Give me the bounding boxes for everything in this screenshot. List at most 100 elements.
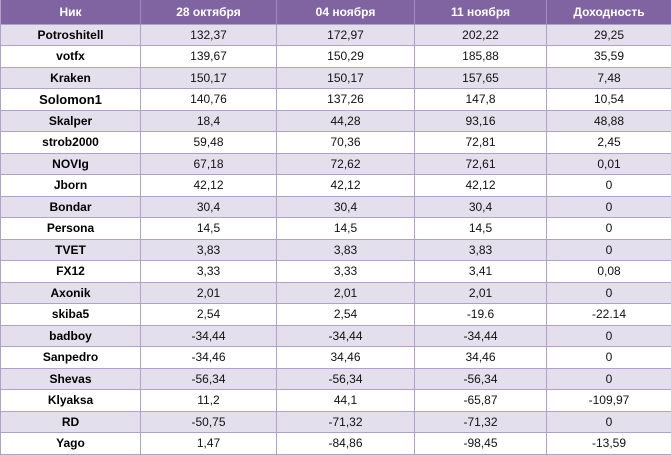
nick-cell: Jborn <box>1 175 141 197</box>
value-oct-28-cell: 14,5 <box>141 218 277 240</box>
yield-cell: 0 <box>547 196 671 218</box>
yield-cell: -22.14 <box>547 304 671 326</box>
value-nov-11-cell: 185,88 <box>415 46 547 68</box>
value-nov-11-cell: -65,87 <box>415 390 547 412</box>
yield-cell: 0 <box>547 411 671 433</box>
yield-cell: 2,45 <box>547 132 671 154</box>
value-nov-11-cell: 14,5 <box>415 218 547 240</box>
header-date-oct-28: 28 октября <box>141 0 277 24</box>
nick-cell: Axonik <box>1 282 141 304</box>
value-oct-28-cell: 150,17 <box>141 67 277 89</box>
value-nov-04-cell: 150,17 <box>277 67 415 89</box>
value-oct-28-cell: 59,48 <box>141 132 277 154</box>
yield-cell: 35,59 <box>547 46 671 68</box>
value-oct-28-cell: 1,47 <box>141 433 277 455</box>
yield-cell: 0 <box>547 175 671 197</box>
value-nov-11-cell: 30,4 <box>415 196 547 218</box>
value-nov-11-cell: 202,22 <box>415 24 547 46</box>
table-header-row: Ник 28 октября 04 ноября 11 ноября Доход… <box>1 0 671 24</box>
value-nov-04-cell: 2,54 <box>277 304 415 326</box>
value-nov-11-cell: 3,41 <box>415 261 547 283</box>
yield-cell: 29,25 <box>547 24 671 46</box>
value-nov-11-cell: -34,44 <box>415 325 547 347</box>
nick-cell: strob2000 <box>1 132 141 154</box>
nick-cell: RD <box>1 411 141 433</box>
yield-cell: 7,48 <box>547 67 671 89</box>
header-nick: Ник <box>1 0 141 24</box>
value-nov-04-cell: 137,26 <box>277 89 415 111</box>
value-nov-04-cell: 172,97 <box>277 24 415 46</box>
value-nov-04-cell: 70,36 <box>277 132 415 154</box>
value-nov-11-cell: 2,01 <box>415 282 547 304</box>
value-nov-04-cell: 34,46 <box>277 347 415 369</box>
nick-cell: votfx <box>1 46 141 68</box>
nick-cell: NOVIg <box>1 153 141 175</box>
yield-cell: 48,88 <box>547 110 671 132</box>
yield-cell: 0 <box>547 282 671 304</box>
value-nov-04-cell: -84,86 <box>277 433 415 455</box>
value-nov-04-cell: 30,4 <box>277 196 415 218</box>
value-nov-11-cell: 157,65 <box>415 67 547 89</box>
yield-cell: 0,08 <box>547 261 671 283</box>
value-oct-28-cell: 42,12 <box>141 175 277 197</box>
nick-cell: Potroshitell <box>1 24 141 46</box>
value-oct-28-cell: 3,33 <box>141 261 277 283</box>
value-nov-11-cell: -56,34 <box>415 368 547 390</box>
value-oct-28-cell: 67,18 <box>141 153 277 175</box>
value-oct-28-cell: 2,54 <box>141 304 277 326</box>
value-oct-28-cell: 3,83 <box>141 239 277 261</box>
value-oct-28-cell: 30,4 <box>141 196 277 218</box>
nick-cell: Solomon1 <box>1 89 141 111</box>
value-oct-28-cell: 2,01 <box>141 282 277 304</box>
value-nov-04-cell: 44,1 <box>277 390 415 412</box>
value-nov-11-cell: 3,83 <box>415 239 547 261</box>
nick-cell: badboy <box>1 325 141 347</box>
value-nov-11-cell: -71,32 <box>415 411 547 433</box>
value-nov-11-cell: 34,46 <box>415 347 547 369</box>
value-nov-04-cell: -34,44 <box>277 325 415 347</box>
value-nov-11-cell: 72,61 <box>415 153 547 175</box>
header-date-nov-04: 04 ноября <box>277 0 415 24</box>
value-nov-11-cell: -98,45 <box>415 433 547 455</box>
value-nov-04-cell: 150,29 <box>277 46 415 68</box>
nick-cell: FX12 <box>1 261 141 283</box>
yield-cell: 0,01 <box>547 153 671 175</box>
nick-cell: TVET <box>1 239 141 261</box>
nick-cell: Skalper <box>1 110 141 132</box>
yield-cell: -109,97 <box>547 390 671 412</box>
yield-cell: 0 <box>547 218 671 240</box>
yield-cell: 0 <box>547 347 671 369</box>
nick-cell: Klyaksa <box>1 390 141 412</box>
value-nov-04-cell: 42,12 <box>277 175 415 197</box>
value-oct-28-cell: 132,37 <box>141 24 277 46</box>
value-nov-04-cell: 44,28 <box>277 110 415 132</box>
nick-cell: Kraken <box>1 67 141 89</box>
value-oct-28-cell: -34,46 <box>141 347 277 369</box>
yield-cell: 0 <box>547 239 671 261</box>
nick-cell: Yago <box>1 433 141 455</box>
yield-cell: 0 <box>547 368 671 390</box>
value-nov-04-cell: -71,32 <box>277 411 415 433</box>
yield-cell: 0 <box>547 325 671 347</box>
value-nov-04-cell: 3,83 <box>277 239 415 261</box>
